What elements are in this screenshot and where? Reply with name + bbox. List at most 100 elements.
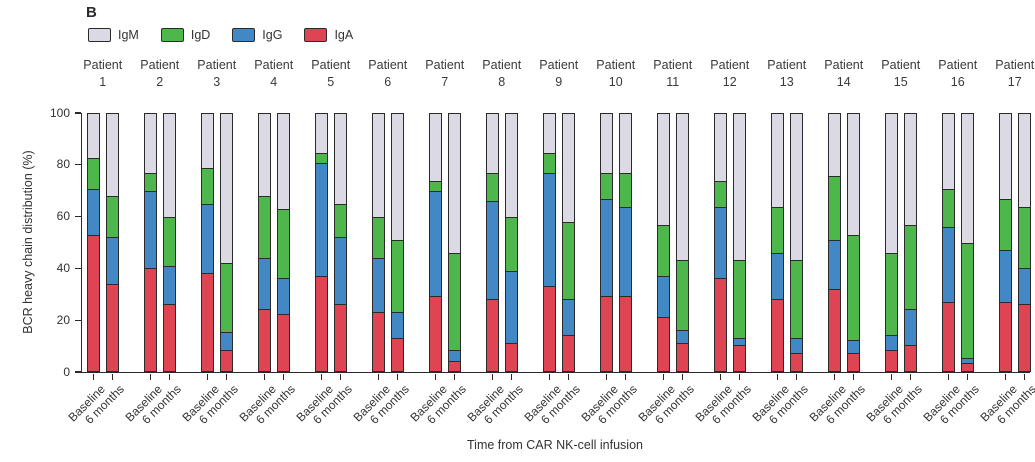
bar-patient-16-6-months: [961, 113, 974, 372]
segment-igg: [487, 201, 498, 300]
segment-igg: [544, 173, 555, 287]
patient-label-number: 13: [779, 75, 794, 89]
bar-patient-6-6-months: [391, 113, 404, 372]
x-axis-tick: [795, 374, 797, 380]
segment-iga: [335, 304, 346, 371]
plot-area: 0 20 40 60 80 100 Patient 1 Baseline 6 months Pati…: [50, 58, 1035, 427]
segment-igm: [107, 114, 118, 197]
legend-swatch-igg: [232, 28, 256, 42]
segment-iga: [943, 301, 954, 371]
x-axis-tick: [1023, 374, 1025, 380]
segment-igg: [1000, 250, 1011, 302]
segment-iga: [107, 283, 118, 371]
y-axis-tick-label: 100: [49, 105, 70, 120]
y-axis-tick: [75, 215, 81, 218]
x-axis-tick: [548, 374, 550, 380]
x-axis-tick: [111, 374, 113, 380]
segment-igg: [430, 191, 441, 297]
segment-igm: [278, 114, 289, 210]
patient-label-number: 9: [555, 75, 563, 89]
segment-iga: [145, 268, 156, 371]
segment-igd: [658, 224, 669, 276]
segment-igm: [145, 114, 156, 174]
segment-igg: [791, 337, 802, 353]
x-axis-tick: [833, 374, 835, 380]
x-axis-tick: [320, 374, 322, 380]
segment-igm: [335, 114, 346, 204]
segment-igd: [506, 216, 517, 271]
legend: IgM IgD IgG IgA: [88, 28, 353, 42]
bar-patient-12-baseline: [714, 113, 727, 372]
bar-patient-16-baseline: [942, 113, 955, 372]
segment-iga: [620, 296, 631, 371]
segment-igg: [335, 237, 346, 305]
segment-iga: [829, 288, 840, 371]
segment-iga: [886, 350, 897, 371]
segment-iga: [506, 342, 517, 371]
segment-iga: [677, 342, 688, 371]
segment-igm: [848, 114, 859, 235]
x-axis-tick: [377, 374, 379, 380]
patient-label-number: 10: [608, 75, 623, 89]
segment-igg: [734, 337, 745, 346]
patient-label: Patient 1: [75, 57, 131, 91]
x-axis-tick: [92, 374, 94, 380]
x-axis-tick: [567, 374, 569, 380]
patient-label: Patient 10: [588, 57, 644, 91]
legend-swatch-iga: [304, 28, 328, 42]
segment-igd: [677, 260, 688, 330]
segment-igm: [221, 114, 232, 264]
legend-item-igd: IgD: [160, 28, 210, 42]
patient-label-word: Patient: [767, 58, 807, 72]
segment-igm: [943, 114, 954, 189]
segment-igd: [449, 252, 460, 351]
bar-patient-14-6-months: [847, 113, 860, 372]
segment-igg: [373, 257, 384, 312]
segment-igg: [677, 329, 688, 343]
segment-iga: [715, 278, 726, 371]
segment-iga: [791, 352, 802, 371]
x-axis-tick: [947, 374, 949, 380]
x-axis-tick: [168, 374, 170, 380]
segment-igd: [373, 216, 384, 258]
bar-patient-13-baseline: [771, 113, 784, 372]
y-axis-tick: [75, 164, 81, 166]
segment-igg: [449, 350, 460, 361]
patient-label-number: 14: [836, 75, 851, 89]
bar-patient-14-baseline: [828, 113, 841, 372]
bar-patient-10-6-months: [619, 113, 632, 372]
segment-igm: [829, 114, 840, 176]
segment-igd: [563, 221, 574, 300]
segment-igm: [772, 114, 783, 207]
segment-iga: [487, 299, 498, 371]
bar-patient-6-baseline: [372, 113, 385, 372]
segment-igm: [88, 114, 99, 158]
bar-patient-5-6-months: [334, 113, 347, 372]
bar-patient-7-6-months: [448, 113, 461, 372]
segment-iga: [601, 296, 612, 371]
segment-igd: [278, 209, 289, 279]
patient-label-word: Patient: [710, 58, 750, 72]
bar-patient-17-6-months: [1018, 113, 1031, 372]
y-axis-tick: [75, 112, 81, 114]
bar-patient-15-baseline: [885, 113, 898, 372]
segment-igd: [848, 234, 859, 341]
x-axis-tick: [719, 374, 721, 380]
patient-label: Patient 8: [474, 57, 530, 91]
patient-label: Patient 12: [702, 57, 758, 91]
segment-igg: [88, 188, 99, 235]
segment-igg: [316, 162, 327, 276]
segment-igd: [202, 167, 213, 204]
bar-patient-1-baseline: [87, 113, 100, 372]
segment-igd: [430, 180, 441, 192]
segment-iga: [962, 363, 973, 371]
patient-label-word: Patient: [311, 58, 351, 72]
patient-label-word: Patient: [140, 58, 180, 72]
segment-igg: [145, 191, 156, 269]
segment-iga: [316, 275, 327, 371]
y-axis-tick-label: 60: [56, 209, 70, 224]
segment-igd: [1000, 198, 1011, 251]
x-axis-tick: [776, 374, 778, 380]
segment-igd: [962, 242, 973, 359]
segment-igd: [943, 188, 954, 228]
